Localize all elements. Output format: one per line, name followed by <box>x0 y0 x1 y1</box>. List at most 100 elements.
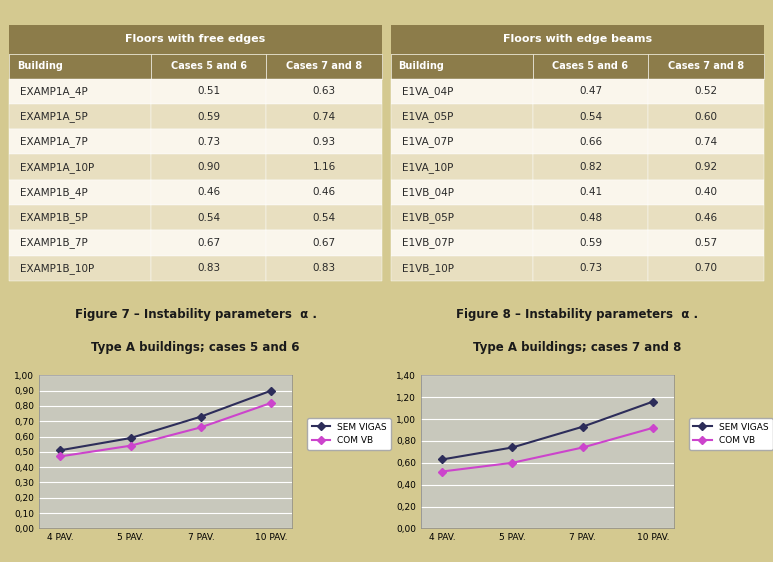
Bar <box>533 79 649 104</box>
Text: 0.52: 0.52 <box>694 86 717 96</box>
Text: 0.54: 0.54 <box>197 213 220 223</box>
Bar <box>267 104 382 129</box>
Bar <box>9 54 151 79</box>
Text: Floors with free edges: Floors with free edges <box>125 34 266 44</box>
Line: COM VB: COM VB <box>439 425 656 474</box>
COM VB <box>508 459 517 466</box>
Text: Cases 7 and 8: Cases 7 and 8 <box>668 61 744 71</box>
Bar <box>9 25 382 54</box>
Text: Cases 5 and 6: Cases 5 and 6 <box>171 61 247 71</box>
Text: 0.59: 0.59 <box>579 238 602 248</box>
Bar <box>533 54 649 79</box>
Bar <box>9 180 151 205</box>
Text: 0.57: 0.57 <box>694 238 717 248</box>
Text: 0.93: 0.93 <box>312 137 335 147</box>
Bar <box>533 205 649 230</box>
Text: 0.51: 0.51 <box>197 86 220 96</box>
Bar <box>533 180 649 205</box>
Bar <box>267 129 382 155</box>
Bar <box>391 104 533 129</box>
Text: Building: Building <box>17 61 63 71</box>
Bar <box>151 230 267 256</box>
Text: 0.41: 0.41 <box>579 187 602 197</box>
Bar <box>649 104 764 129</box>
Bar <box>391 205 533 230</box>
COM VB <box>438 468 447 475</box>
Text: 0.54: 0.54 <box>579 111 602 121</box>
Text: 0.67: 0.67 <box>197 238 220 248</box>
Bar <box>9 256 151 281</box>
Bar <box>533 104 649 129</box>
Text: 0.46: 0.46 <box>197 187 220 197</box>
Text: EXAMP1A_4P: EXAMP1A_4P <box>20 86 88 97</box>
Text: EXAMP1B_5P: EXAMP1B_5P <box>20 212 88 223</box>
Text: 0.74: 0.74 <box>312 111 335 121</box>
Text: E1VB_10P: E1VB_10P <box>402 263 455 274</box>
Text: 0.46: 0.46 <box>694 213 717 223</box>
SEM VIGAS <box>267 387 276 394</box>
Text: 0.73: 0.73 <box>579 264 602 273</box>
Text: 0.63: 0.63 <box>312 86 335 96</box>
Bar <box>649 230 764 256</box>
Bar <box>391 129 533 155</box>
Text: 0.48: 0.48 <box>579 213 602 223</box>
Text: 0.74: 0.74 <box>694 137 717 147</box>
Text: E1VA_10P: E1VA_10P <box>402 162 454 173</box>
SEM VIGAS <box>578 423 587 430</box>
Bar <box>391 230 533 256</box>
Text: 0.73: 0.73 <box>197 137 220 147</box>
Bar <box>533 256 649 281</box>
Legend: SEM VIGAS, COM VB: SEM VIGAS, COM VB <box>307 418 391 450</box>
Text: E1VB_05P: E1VB_05P <box>402 212 455 223</box>
Bar <box>649 54 764 79</box>
Text: Cases 5 and 6: Cases 5 and 6 <box>553 61 628 71</box>
Bar <box>267 54 382 79</box>
SEM VIGAS <box>56 447 65 454</box>
Text: 0.92: 0.92 <box>694 162 717 172</box>
Text: 0.82: 0.82 <box>579 162 602 172</box>
Bar <box>533 129 649 155</box>
Text: 1.16: 1.16 <box>312 162 335 172</box>
Bar <box>267 79 382 104</box>
COM VB <box>649 424 658 431</box>
Bar <box>391 180 533 205</box>
SEM VIGAS <box>438 456 447 463</box>
Bar <box>267 155 382 180</box>
COM VB <box>126 442 135 449</box>
Bar <box>533 155 649 180</box>
Bar <box>267 256 382 281</box>
Text: 0.59: 0.59 <box>197 111 220 121</box>
Text: E1VA_05P: E1VA_05P <box>402 111 454 122</box>
Bar <box>9 104 151 129</box>
Bar <box>9 230 151 256</box>
SEM VIGAS <box>126 434 135 441</box>
Bar <box>649 256 764 281</box>
Bar <box>649 129 764 155</box>
Text: E1VB_07P: E1VB_07P <box>402 238 455 248</box>
Text: 0.60: 0.60 <box>694 111 717 121</box>
Bar <box>151 129 267 155</box>
Bar <box>151 155 267 180</box>
Text: 0.46: 0.46 <box>312 187 335 197</box>
Line: COM VB: COM VB <box>57 400 274 459</box>
Bar <box>151 256 267 281</box>
Bar <box>391 79 533 104</box>
Text: Floors with edge beams: Floors with edge beams <box>503 34 652 44</box>
Bar <box>649 180 764 205</box>
Text: 0.90: 0.90 <box>197 162 220 172</box>
Text: Figure 7 – Instability parameters  α .: Figure 7 – Instability parameters α . <box>74 309 317 321</box>
SEM VIGAS <box>649 398 658 405</box>
Text: 0.83: 0.83 <box>312 264 335 273</box>
Bar <box>391 54 533 79</box>
Bar <box>533 230 649 256</box>
Bar <box>151 180 267 205</box>
Text: Building: Building <box>399 61 444 71</box>
Bar <box>391 155 533 180</box>
Legend: SEM VIGAS, COM VB: SEM VIGAS, COM VB <box>689 418 773 450</box>
Text: EXAMP1A_10P: EXAMP1A_10P <box>20 162 95 173</box>
Text: 0.83: 0.83 <box>197 264 220 273</box>
Bar <box>391 256 533 281</box>
Bar <box>151 79 267 104</box>
Text: EXAMP1A_5P: EXAMP1A_5P <box>20 111 88 122</box>
Bar <box>151 205 267 230</box>
